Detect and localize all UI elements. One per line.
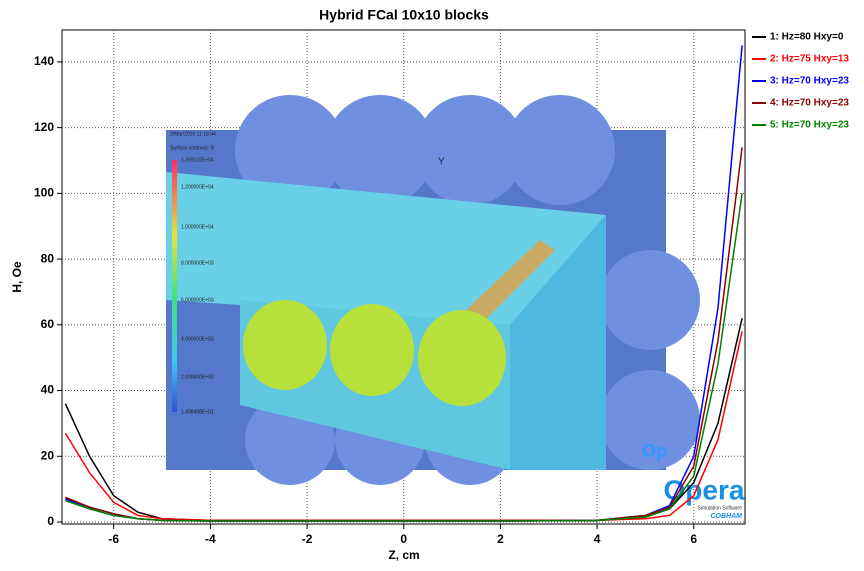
logo-company: COBHAM (711, 513, 743, 520)
y-tick-label: 120 (34, 120, 54, 134)
legend-label: 2: Hz=75 Hxy=13 (770, 54, 849, 65)
inset-image (166, 95, 700, 485)
x-tick-label: 0 (400, 532, 407, 546)
y-tick-label: 0 (47, 514, 54, 528)
legend-label: 1: Hz=80 Hxy=0 (770, 32, 844, 43)
scale-label: 2.000000E+03 (181, 374, 214, 380)
series-line (65, 193, 743, 522)
x-tick-label: -4 (205, 532, 216, 546)
chart-title: Hybrid FCal 10x10 blocks (319, 7, 489, 23)
x-tick-label: 2 (497, 532, 504, 546)
legend-label: 5: Hz=70 Hxy=23 (770, 120, 849, 131)
y-tick-label: 20 (41, 448, 55, 462)
scale-label: 1.408498E+01 (181, 409, 214, 415)
x-axis-label: Z, cm (388, 548, 419, 562)
x-tick-label: -6 (108, 532, 119, 546)
y-tick-label: 140 (34, 54, 54, 68)
x-tick-label: 6 (690, 532, 697, 546)
y-tick-label: 60 (41, 317, 55, 331)
inset-corner: Op (642, 441, 667, 461)
inset-axis: Y (438, 157, 445, 168)
scale-label: 6.000000E+03 (181, 297, 214, 303)
scale-label: 1.359132E+04 (181, 157, 214, 163)
legend-label: 3: Hz=70 Hxy=23 (770, 76, 849, 87)
scale-label: 1.200000E+04 (181, 184, 214, 190)
scale-label: 8.000000E+03 (181, 260, 214, 266)
y-tick-label: 40 (41, 383, 55, 397)
y-axis-label: H, Oe (10, 261, 24, 293)
y-tick-label: 80 (41, 251, 55, 265)
inset-caption: Surface contours: B (170, 145, 215, 151)
x-tick-label: 4 (594, 532, 601, 546)
logo-tagline: Simulation Software (698, 505, 743, 511)
inset-timestamp: 2/Mar/2016 11:18:44 (170, 131, 216, 137)
y-tick-label: 100 (34, 186, 54, 200)
legend-label: 4: Hz=70 Hxy=23 (770, 98, 849, 109)
scale-label: 1.000000E+04 (181, 224, 214, 230)
scale-label: 4.000000E+03 (181, 336, 214, 342)
x-tick-label: -2 (302, 532, 313, 546)
